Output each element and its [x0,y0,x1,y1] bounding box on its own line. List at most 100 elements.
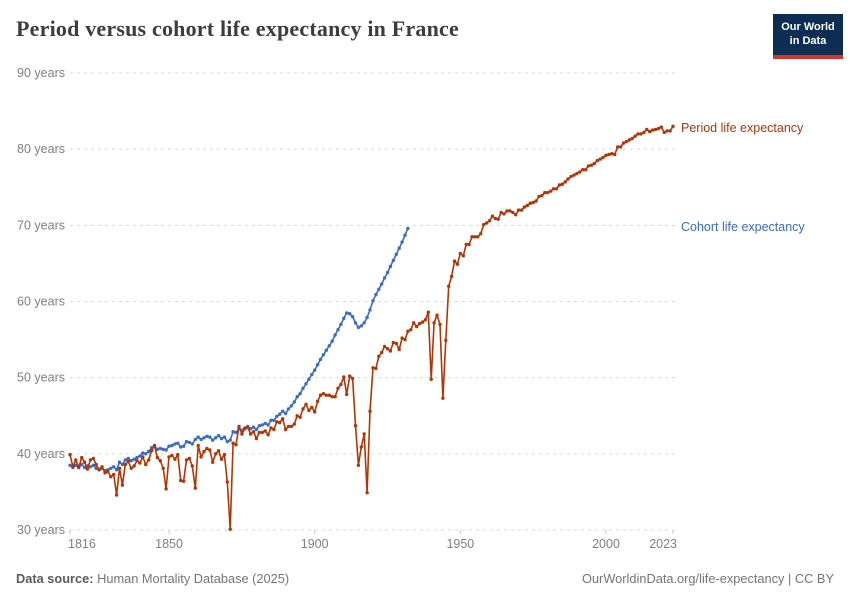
data-point-period[interactable] [487,219,492,223]
data-point-cohort[interactable] [371,299,375,303]
data-point-period[interactable] [333,395,337,399]
data-point-period[interactable] [397,347,401,352]
data-point-period[interactable] [482,222,486,227]
data-point-period[interactable] [327,393,331,397]
data-point-period[interactable] [388,349,393,353]
data-point-period[interactable] [68,452,72,457]
data-point-cohort[interactable] [187,440,192,445]
data-point-period[interactable] [278,420,282,425]
data-point-period[interactable] [490,214,495,218]
data-point-cohort[interactable] [161,447,165,451]
data-point-period[interactable] [100,465,104,469]
data-point-cohort[interactable] [359,324,363,328]
data-point-period[interactable] [283,427,288,432]
data-point-cohort[interactable] [348,312,352,316]
data-point-period[interactable] [208,448,212,452]
data-point-period[interactable] [653,127,658,132]
series-label-cohort[interactable]: Cohort life expectancy [681,220,805,234]
data-point-cohort[interactable] [248,427,253,431]
data-point-cohort[interactable] [301,386,305,390]
data-point-cohort[interactable] [179,445,183,449]
data-point-period[interactable] [292,422,296,426]
data-point-cohort[interactable] [129,459,133,463]
data-point-cohort[interactable] [283,411,288,416]
data-point-period[interactable] [409,328,413,332]
owid-url-link[interactable]: OurWorldinData.org/life-expectancy | CC … [581,571,834,586]
data-point-period[interactable] [665,129,669,133]
data-point-period[interactable] [181,479,186,483]
data-point-period[interactable] [496,217,500,221]
data-point-cohort[interactable] [278,412,282,416]
data-point-period[interactable] [557,183,562,187]
data-point-cohort[interactable] [318,357,323,362]
data-point-period[interactable] [417,321,422,326]
data-point-period[interactable] [234,443,238,447]
data-point-period[interactable] [132,464,136,468]
data-point-cohort[interactable] [167,444,171,448]
data-point-period[interactable] [642,130,646,135]
data-point-cohort[interactable] [397,246,401,250]
data-point-period[interactable] [464,242,468,247]
data-point-period[interactable] [184,458,189,462]
data-point-period[interactable] [385,347,390,351]
data-point-period[interactable] [403,337,407,342]
data-point-period[interactable] [371,366,375,370]
data-point-cohort[interactable] [266,423,270,427]
data-point-cohort[interactable] [123,458,128,462]
data-point-period[interactable] [627,138,631,142]
data-point-period[interactable] [257,430,261,435]
data-point-period[interactable] [636,132,640,136]
data-point-period[interactable] [176,452,180,457]
data-point-cohort[interactable] [304,382,308,386]
data-point-period[interactable] [214,452,218,456]
data-point-cohort[interactable] [394,252,398,256]
data-point-period[interactable] [109,475,113,479]
data-point-cohort[interactable] [155,447,160,451]
data-point-cohort[interactable] [313,368,317,372]
data-point-period[interactable] [519,208,524,212]
data-point-period[interactable] [610,152,614,156]
data-point-period[interactable] [380,350,384,355]
data-point-period[interactable] [368,409,372,413]
data-point-period[interactable] [618,145,623,149]
data-point-period[interactable] [85,467,90,471]
data-point-cohort[interactable] [132,457,136,461]
data-point-period[interactable] [307,408,311,413]
data-point-period[interactable] [129,466,133,470]
data-point-period[interactable] [324,393,328,397]
data-point-cohort[interactable] [353,321,358,325]
data-point-period[interactable] [310,405,314,410]
data-point-cohort[interactable] [88,465,93,469]
data-point-cohort[interactable] [391,258,395,263]
data-point-cohort[interactable] [120,462,125,467]
data-point-period[interactable] [117,466,122,470]
data-point-period[interactable] [345,392,349,397]
data-point-cohort[interactable] [263,421,267,426]
data-point-period[interactable] [350,376,355,381]
data-point-period[interactable] [231,441,235,445]
data-point-period[interactable] [639,132,643,136]
data-point-cohort[interactable] [336,328,340,332]
data-point-cohort[interactable] [307,377,311,381]
data-point-period[interactable] [260,430,264,435]
data-point-cohort[interactable] [199,437,203,442]
data-point-period[interactable] [120,483,125,487]
data-point-period[interactable] [452,259,457,263]
data-point-cohort[interactable] [356,325,361,330]
data-point-period[interactable] [138,461,142,465]
data-point-cohort[interactable] [214,436,218,440]
data-point-period[interactable] [415,324,419,329]
series-line-period[interactable] [69,125,674,531]
data-point-period[interactable] [633,134,637,138]
data-point-period[interactable] [598,157,602,161]
data-point-period[interactable] [572,173,576,177]
data-point-period[interactable] [581,168,585,172]
data-point-period[interactable] [295,414,299,418]
data-point-period[interactable] [74,458,78,462]
data-point-period[interactable] [318,393,323,397]
data-point-cohort[interactable] [298,392,302,396]
data-point-period[interactable] [155,455,160,460]
data-point-period[interactable] [321,392,326,396]
data-point-period[interactable] [484,221,489,225]
data-point-period[interactable] [190,464,194,468]
